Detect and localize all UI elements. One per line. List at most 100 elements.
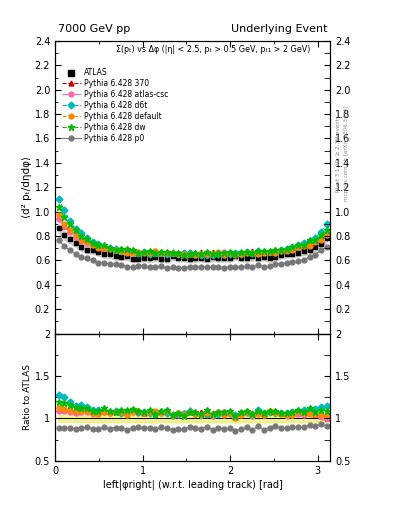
Pythia 6.428 default bbox=[319, 237, 323, 243]
Pythia 6.428 p0 bbox=[273, 261, 277, 267]
Pythia 6.428 370 bbox=[256, 249, 261, 255]
ATLAS bbox=[250, 253, 255, 260]
Pythia 6.428 p0 bbox=[210, 264, 215, 270]
Pythia 6.428 p0 bbox=[307, 254, 312, 260]
Pythia 6.428 default bbox=[136, 249, 141, 255]
Pythia 6.428 atlas-csc bbox=[210, 252, 215, 258]
Pythia 6.428 d6t bbox=[79, 230, 84, 237]
Pythia 6.428 370 bbox=[319, 237, 323, 243]
Pythia 6.428 atlas-csc bbox=[142, 250, 147, 257]
Line: Pythia 6.428 d6t: Pythia 6.428 d6t bbox=[56, 196, 329, 257]
Pythia 6.428 default bbox=[125, 250, 129, 256]
Pythia 6.428 atlas-csc bbox=[136, 251, 141, 258]
Pythia 6.428 p0 bbox=[296, 258, 301, 264]
Pythia 6.428 dw bbox=[102, 242, 107, 248]
Pythia 6.428 default bbox=[267, 249, 272, 255]
Text: Underlying Event: Underlying Event bbox=[231, 24, 327, 34]
Pythia 6.428 d6t bbox=[199, 251, 204, 258]
Pythia 6.428 p0 bbox=[130, 264, 135, 270]
Pythia 6.428 default bbox=[210, 251, 215, 257]
Line: Pythia 6.428 dw: Pythia 6.428 dw bbox=[55, 204, 330, 259]
Pythia 6.428 atlas-csc bbox=[307, 243, 312, 249]
ATLAS bbox=[159, 255, 163, 262]
ATLAS bbox=[165, 256, 169, 262]
Text: Σ(pₜ) vs Δφ (|η| < 2.5, pₜ > 0.5 GeV, pₜ₁ > 2 GeV): Σ(pₜ) vs Δφ (|η| < 2.5, pₜ > 0.5 GeV, pₜ… bbox=[116, 46, 310, 54]
Pythia 6.428 p0 bbox=[136, 263, 141, 269]
ATLAS bbox=[119, 253, 124, 260]
Legend: ATLAS, Pythia 6.428 370, Pythia 6.428 atlas-csc, Pythia 6.428 d6t, Pythia 6.428 : ATLAS, Pythia 6.428 370, Pythia 6.428 at… bbox=[62, 68, 168, 143]
Pythia 6.428 d6t bbox=[222, 250, 226, 257]
Pythia 6.428 atlas-csc bbox=[199, 252, 204, 258]
Pythia 6.428 d6t bbox=[319, 229, 323, 235]
Pythia 6.428 default bbox=[324, 231, 329, 238]
Pythia 6.428 dw bbox=[250, 250, 255, 256]
Pythia 6.428 p0 bbox=[165, 265, 169, 271]
Pythia 6.428 p0 bbox=[233, 264, 238, 270]
ATLAS bbox=[296, 249, 301, 255]
Pythia 6.428 370 bbox=[222, 250, 226, 256]
Pythia 6.428 atlas-csc bbox=[182, 250, 186, 257]
Pythia 6.428 p0 bbox=[187, 264, 192, 270]
ATLAS bbox=[273, 254, 277, 260]
Pythia 6.428 p0 bbox=[313, 252, 318, 258]
Pythia 6.428 370 bbox=[199, 249, 204, 255]
Pythia 6.428 dw bbox=[199, 251, 204, 257]
Pythia 6.428 p0 bbox=[108, 261, 112, 267]
Line: Pythia 6.428 atlas-csc: Pythia 6.428 atlas-csc bbox=[56, 217, 329, 258]
Pythia 6.428 atlas-csc bbox=[102, 246, 107, 252]
Pythia 6.428 default bbox=[244, 250, 249, 256]
Pythia 6.428 p0 bbox=[267, 263, 272, 269]
ATLAS bbox=[136, 255, 141, 262]
Pythia 6.428 p0 bbox=[239, 264, 243, 270]
Pythia 6.428 atlas-csc bbox=[73, 234, 78, 240]
Pythia 6.428 atlas-csc bbox=[290, 247, 295, 253]
ATLAS bbox=[113, 253, 118, 259]
Pythia 6.428 default bbox=[84, 239, 89, 245]
Pythia 6.428 d6t bbox=[56, 196, 61, 202]
Pythia 6.428 default bbox=[73, 231, 78, 238]
Pythia 6.428 370 bbox=[324, 234, 329, 240]
ATLAS bbox=[324, 235, 329, 241]
Pythia 6.428 370 bbox=[90, 240, 95, 246]
Pythia 6.428 370 bbox=[119, 246, 124, 252]
ATLAS bbox=[170, 253, 175, 260]
Pythia 6.428 d6t bbox=[324, 221, 329, 227]
Pythia 6.428 dw bbox=[119, 246, 124, 252]
Pythia 6.428 370 bbox=[153, 248, 158, 254]
Pythia 6.428 atlas-csc bbox=[62, 223, 66, 229]
Pythia 6.428 370 bbox=[68, 227, 72, 233]
ATLAS bbox=[319, 241, 323, 247]
ATLAS bbox=[84, 247, 89, 253]
Pythia 6.428 370 bbox=[113, 246, 118, 252]
Pythia 6.428 p0 bbox=[102, 260, 107, 266]
Pythia 6.428 atlas-csc bbox=[68, 229, 72, 235]
Pythia 6.428 370 bbox=[313, 240, 318, 246]
Pythia 6.428 default bbox=[284, 247, 289, 253]
Pythia 6.428 default bbox=[216, 249, 220, 255]
ATLAS bbox=[256, 255, 261, 261]
Pythia 6.428 default bbox=[193, 251, 198, 258]
Pythia 6.428 p0 bbox=[204, 264, 209, 270]
Pythia 6.428 dw bbox=[130, 247, 135, 253]
Pythia 6.428 p0 bbox=[62, 243, 66, 249]
Pythia 6.428 default bbox=[130, 250, 135, 256]
Pythia 6.428 dw bbox=[84, 237, 89, 243]
Pythia 6.428 default bbox=[165, 250, 169, 256]
Pythia 6.428 dw bbox=[193, 250, 198, 256]
Pythia 6.428 d6t bbox=[244, 249, 249, 255]
Pythia 6.428 atlas-csc bbox=[216, 250, 220, 257]
Pythia 6.428 dw bbox=[170, 250, 175, 257]
Pythia 6.428 dw bbox=[227, 248, 232, 254]
Pythia 6.428 default bbox=[279, 248, 283, 254]
Pythia 6.428 atlas-csc bbox=[125, 249, 129, 255]
ATLAS bbox=[222, 255, 226, 261]
X-axis label: left|φright| (w.r.t. leading track) [rad]: left|φright| (w.r.t. leading track) [rad… bbox=[103, 480, 283, 490]
Pythia 6.428 d6t bbox=[279, 247, 283, 253]
Pythia 6.428 d6t bbox=[90, 239, 95, 245]
Pythia 6.428 default bbox=[79, 237, 84, 243]
Pythia 6.428 default bbox=[68, 227, 72, 233]
Pythia 6.428 370 bbox=[159, 249, 163, 255]
Pythia 6.428 dw bbox=[165, 249, 169, 255]
Pythia 6.428 atlas-csc bbox=[170, 251, 175, 257]
Pythia 6.428 p0 bbox=[261, 264, 266, 270]
